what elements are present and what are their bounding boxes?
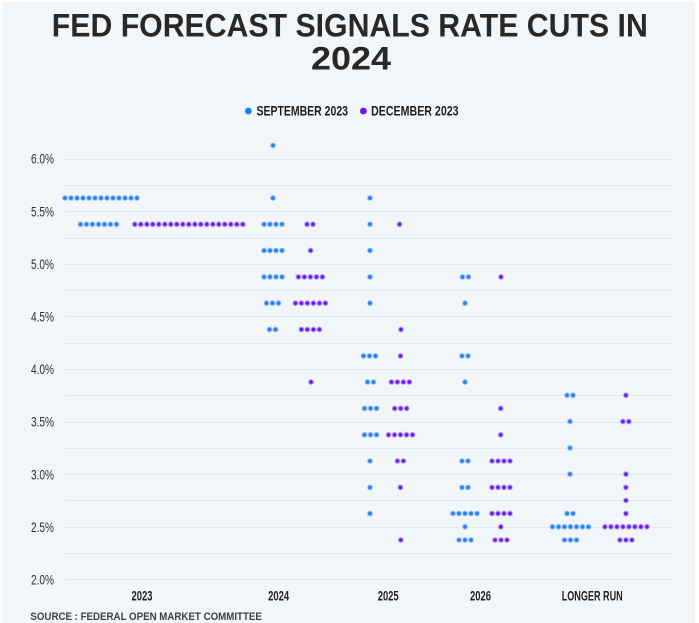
svg-text:2024: 2024	[311, 41, 391, 77]
svg-text:2.0%: 2.0%	[31, 572, 54, 588]
svg-text:DECEMBER 2023: DECEMBER 2023	[371, 102, 459, 118]
svg-text:2025: 2025	[378, 589, 399, 604]
svg-text:3.5%: 3.5%	[31, 414, 54, 430]
svg-text:SEPTEMBER 2023: SEPTEMBER 2023	[257, 102, 349, 118]
svg-text:5.5%: 5.5%	[31, 203, 54, 219]
svg-text:FED FORECAST SIGNALS RATE CUTS: FED FORECAST SIGNALS RATE CUTS IN	[52, 8, 648, 44]
svg-text:SOURCE : FEDERAL OPEN MARKET C: SOURCE : FEDERAL OPEN MARKET COMMITTEE	[30, 611, 262, 623]
svg-text:2026: 2026	[470, 589, 491, 604]
svg-text:2.5%: 2.5%	[31, 519, 54, 535]
svg-text:4.5%: 4.5%	[31, 309, 54, 325]
svg-text:6.0%: 6.0%	[31, 151, 54, 167]
svg-text:4.0%: 4.0%	[31, 361, 54, 377]
svg-text:5.0%: 5.0%	[31, 256, 54, 272]
svg-text:3.0%: 3.0%	[31, 466, 54, 482]
svg-text:2023: 2023	[132, 589, 153, 604]
svg-text:LONGER RUN: LONGER RUN	[562, 589, 623, 604]
svg-text:2024: 2024	[268, 589, 289, 604]
